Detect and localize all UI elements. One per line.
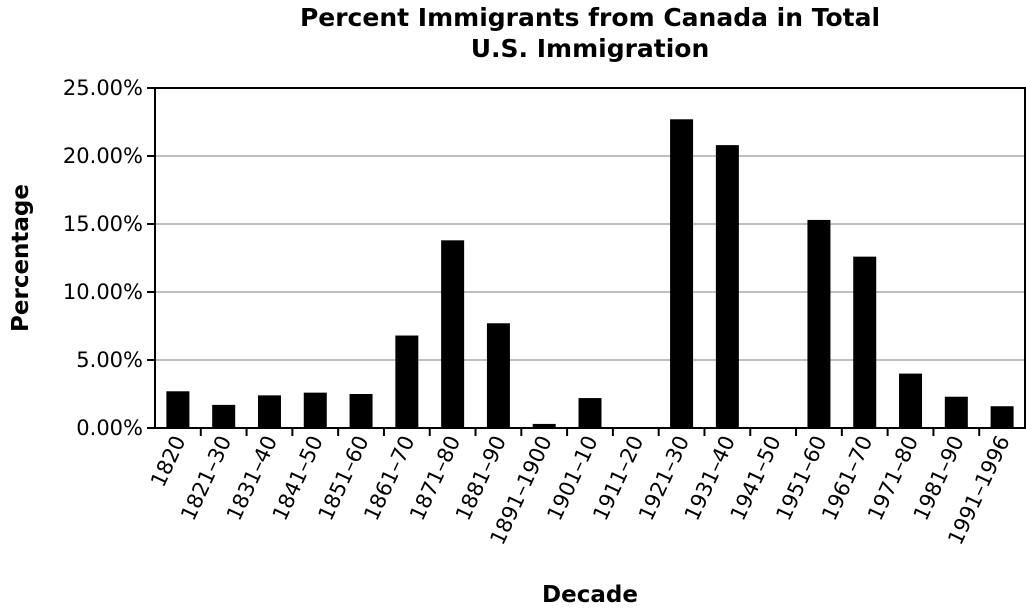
bar	[899, 373, 923, 428]
bar	[990, 406, 1014, 428]
bar	[441, 240, 465, 428]
chart-title-line-1: Percent Immigrants from Canada in Total	[299, 3, 881, 32]
bar	[349, 394, 373, 428]
bar	[944, 396, 968, 428]
bar	[303, 392, 327, 428]
bar	[578, 398, 602, 428]
bar	[257, 395, 281, 428]
chart-title: Percent Immigrants from Canada in Total …	[155, 2, 1025, 64]
chart-title-line-2: U.S. Immigration	[470, 34, 710, 63]
bar	[166, 391, 190, 428]
y-tick-label: 0.00%	[76, 416, 143, 440]
bar	[395, 335, 419, 428]
y-axis-title: Percentage	[8, 184, 34, 332]
y-axis-ticks: 0.00% 5.00% 10.00% 15.00% 20.00% 25.00%	[63, 76, 155, 440]
bar	[853, 256, 877, 428]
gridlines	[155, 155, 1025, 361]
bar	[670, 119, 694, 428]
bars	[166, 119, 1014, 428]
bar	[532, 423, 556, 428]
bar	[715, 145, 739, 428]
y-tick-label: 5.00%	[76, 348, 143, 372]
x-axis-ticks: 18201821–301831–401841–501851–601861–701…	[146, 428, 1015, 549]
plot-area-border	[154, 87, 1026, 429]
y-tick-label: 20.00%	[63, 144, 143, 168]
x-tick-label: 1820	[146, 432, 190, 491]
x-axis-title: Decade	[542, 582, 638, 608]
y-tick-label: 10.00%	[63, 280, 143, 304]
y-tick-label: 15.00%	[63, 212, 143, 236]
y-tick-label: 25.00%	[63, 76, 143, 100]
bar	[212, 404, 236, 428]
bar	[807, 219, 831, 428]
bar	[486, 323, 510, 428]
